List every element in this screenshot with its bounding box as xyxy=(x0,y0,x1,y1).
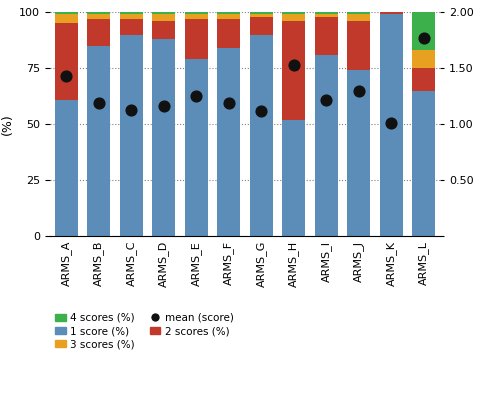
Bar xyxy=(347,12,370,15)
Bar xyxy=(314,12,338,15)
Bar xyxy=(250,35,273,236)
Bar xyxy=(380,12,403,15)
Bar xyxy=(250,15,273,17)
Bar xyxy=(120,15,143,19)
Bar xyxy=(282,14,306,21)
Y-axis label: (%): (%) xyxy=(0,113,14,135)
Bar xyxy=(282,21,306,120)
Bar xyxy=(152,14,176,21)
Bar xyxy=(87,15,110,19)
Bar xyxy=(217,19,240,48)
Point xyxy=(290,61,298,68)
Bar xyxy=(184,19,208,59)
Bar xyxy=(412,68,436,91)
Bar xyxy=(54,12,78,15)
Bar xyxy=(120,35,143,236)
Bar xyxy=(120,19,143,35)
Point xyxy=(192,93,200,99)
Bar xyxy=(412,12,436,50)
Bar xyxy=(250,17,273,35)
Point xyxy=(387,120,395,126)
Bar xyxy=(54,24,78,100)
Bar xyxy=(412,50,436,68)
Bar xyxy=(87,46,110,236)
Bar xyxy=(314,55,338,236)
Point xyxy=(127,106,135,113)
Bar xyxy=(347,14,370,21)
Bar xyxy=(412,91,436,236)
Bar xyxy=(347,70,370,236)
Point xyxy=(62,73,70,79)
Bar xyxy=(314,15,338,17)
Bar xyxy=(282,120,306,236)
Bar xyxy=(217,48,240,236)
Bar xyxy=(217,15,240,19)
Bar xyxy=(54,15,78,24)
Point xyxy=(95,100,103,106)
Bar xyxy=(380,15,403,236)
Bar xyxy=(314,17,338,55)
Point xyxy=(322,96,330,103)
Bar xyxy=(152,39,176,236)
Bar xyxy=(217,12,240,15)
Bar xyxy=(87,12,110,15)
Bar xyxy=(184,15,208,19)
Point xyxy=(355,88,363,94)
Bar xyxy=(184,59,208,236)
Bar xyxy=(152,12,176,15)
Bar xyxy=(120,12,143,15)
Bar xyxy=(250,12,273,15)
Bar xyxy=(282,12,306,15)
Point xyxy=(420,35,428,41)
Legend: 4 scores (%), 1 score (%), 3 scores (%), mean (score), 2 scores (%): 4 scores (%), 1 score (%), 3 scores (%),… xyxy=(55,313,234,349)
Point xyxy=(225,100,233,106)
Bar xyxy=(347,21,370,70)
Point xyxy=(257,107,265,114)
Bar xyxy=(54,100,78,236)
Point xyxy=(160,103,168,109)
Bar xyxy=(87,19,110,46)
Bar xyxy=(152,21,176,39)
Bar xyxy=(184,12,208,15)
